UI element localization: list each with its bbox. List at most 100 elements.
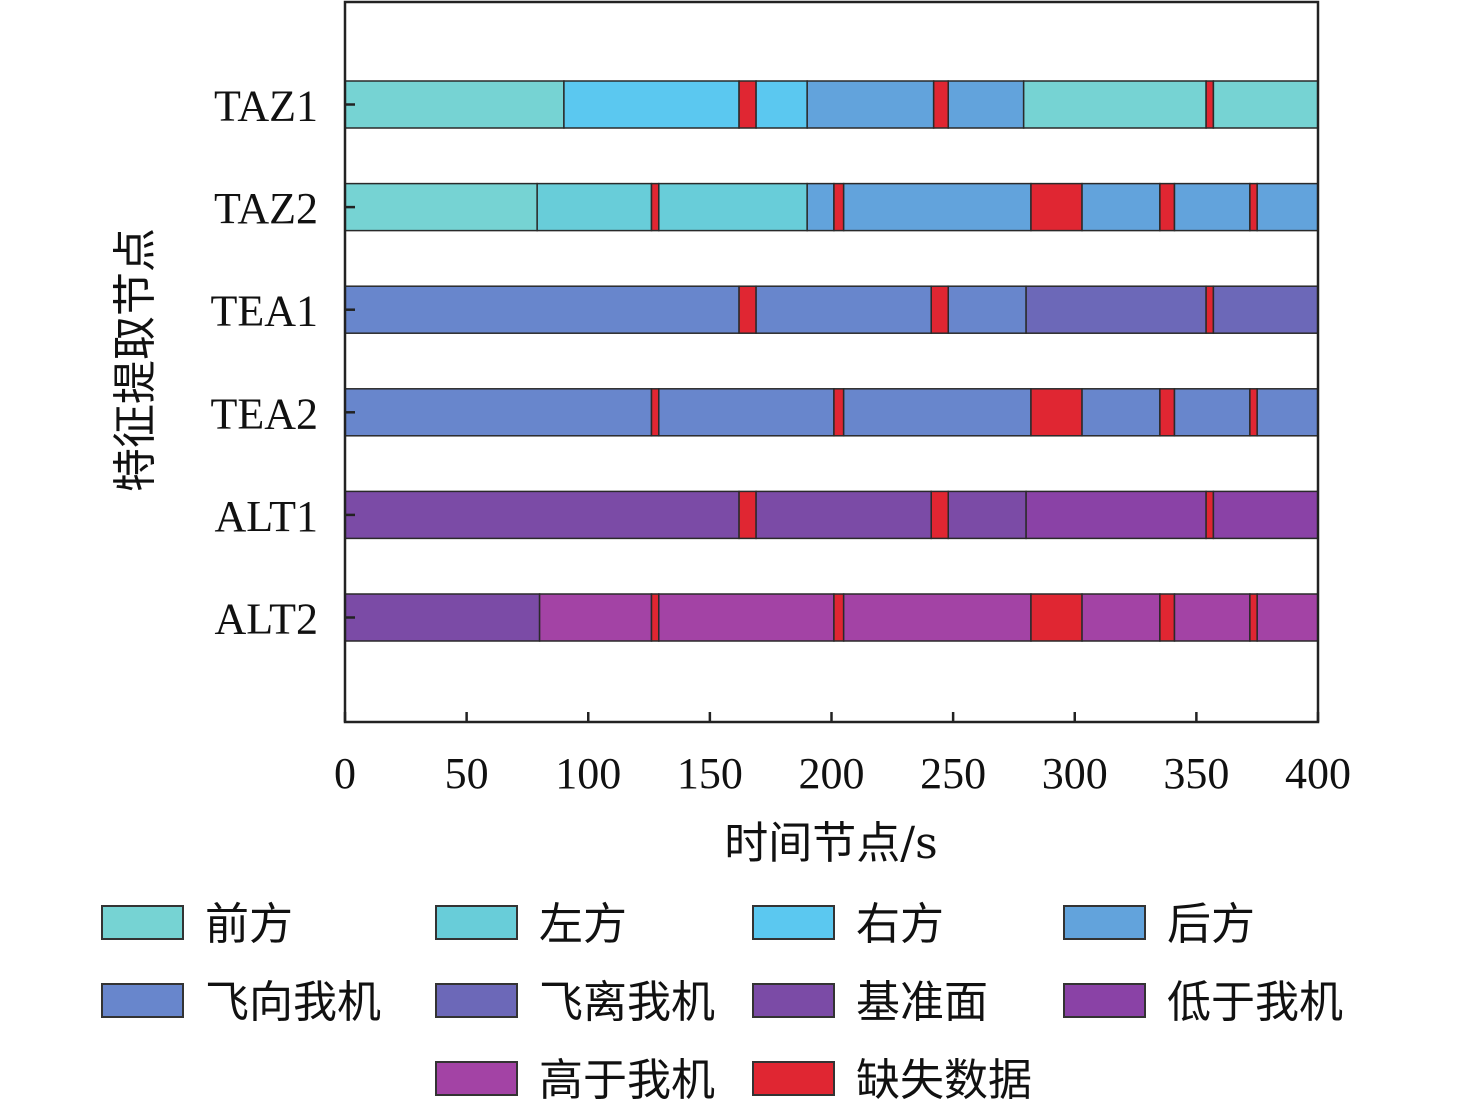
legend-item-rear: 后方: [1063, 899, 1255, 950]
x-tick-label: 350: [1163, 749, 1229, 798]
legend-swatch: [435, 1061, 518, 1096]
segment-toward: [1081, 388, 1161, 437]
segment-above: [1256, 593, 1319, 642]
segment-missing: [1249, 182, 1258, 232]
segment-below: [1025, 490, 1207, 540]
legend-swatch: [435, 905, 518, 940]
segment-toward: [1256, 388, 1319, 437]
segment-rear: [1256, 182, 1319, 232]
bar-row-alt1: [344, 490, 1319, 540]
legend-swatch: [752, 983, 835, 1018]
legend-item-missing: 缺失数据: [752, 1055, 1032, 1106]
x-tick-label: 100: [555, 749, 621, 798]
segment-rear: [842, 182, 1032, 232]
segment-rear: [806, 182, 835, 232]
segment-missing: [650, 593, 660, 642]
y-tick-label: ALT2: [215, 595, 319, 644]
legend-label: 飞向我机: [205, 977, 381, 1028]
legend-item-front: 前方: [101, 899, 293, 950]
legend-label: 左方: [539, 899, 627, 950]
bar-row-tea2: [344, 388, 1319, 437]
segment-missing: [833, 593, 845, 642]
segment-level: [344, 490, 740, 540]
segment-missing: [1030, 388, 1083, 437]
bar-row-taz1: [344, 80, 1319, 129]
bar-row-taz2: [344, 182, 1319, 232]
segment-missing: [738, 80, 757, 129]
segment-front: [344, 182, 538, 232]
y-tick-label: TEA2: [210, 389, 318, 438]
segment-left: [536, 182, 653, 232]
segment-missing: [1249, 593, 1258, 642]
segment-rear: [947, 80, 1025, 129]
x-tick-label: 0: [334, 749, 356, 798]
segment-above: [658, 593, 835, 642]
segment-missing: [1205, 490, 1215, 540]
segment-away: [1212, 285, 1319, 334]
x-tick-label: 300: [1042, 749, 1108, 798]
segment-missing: [650, 388, 660, 437]
x-tick-label: 250: [920, 749, 986, 798]
legend-item-away: 飞离我机: [435, 977, 715, 1028]
segment-missing: [1159, 388, 1176, 437]
segment-missing: [738, 285, 757, 334]
segment-above: [842, 593, 1032, 642]
segment-missing: [650, 182, 660, 232]
x-tick-label: 200: [799, 749, 865, 798]
segment-level: [947, 490, 1027, 540]
x-tick-label: 50: [445, 749, 489, 798]
segment-missing: [932, 80, 950, 129]
legend-item-left: 左方: [435, 899, 627, 950]
segment-toward: [344, 388, 653, 437]
segment-toward: [755, 285, 932, 334]
segment-above: [1173, 593, 1251, 642]
segment-rear: [1081, 182, 1161, 232]
segment-toward: [344, 285, 740, 334]
y-tick-label: TAZ1: [214, 82, 318, 131]
legend-swatch: [1063, 905, 1146, 940]
segment-right: [755, 80, 808, 129]
legend-label: 基准面: [856, 977, 988, 1028]
legend-label: 飞离我机: [539, 977, 715, 1028]
legend-item-right: 右方: [752, 899, 944, 950]
x-axis: 0 50 100 150 200 250 300 350 400: [334, 712, 1351, 798]
segment-level: [755, 490, 932, 540]
legend-item-above: 高于我机: [435, 1055, 715, 1106]
segment-front: [1212, 80, 1319, 129]
segment-missing: [1030, 182, 1083, 232]
segment-right: [563, 80, 740, 129]
segment-missing: [1205, 80, 1215, 129]
bar-row-tea1: [344, 285, 1319, 334]
segment-missing: [738, 490, 757, 540]
bars-layer: [344, 80, 1319, 642]
legend-label: 后方: [1167, 899, 1255, 950]
legend-swatch: [752, 1061, 835, 1096]
y-axis: TAZ1 TAZ2 TEA1 TEA2 ALT1 ALT2: [210, 82, 355, 644]
y-tick-label: ALT1: [215, 492, 319, 541]
segment-rear: [806, 80, 935, 129]
segment-toward: [658, 388, 835, 437]
legend-swatch: [1063, 983, 1146, 1018]
legend-swatch: [101, 983, 184, 1018]
segment-missing: [1159, 182, 1176, 232]
x-tick-label: 150: [677, 749, 743, 798]
segment-away: [1025, 285, 1207, 334]
legend-item-toward: 飞向我机: [101, 977, 381, 1028]
legend-label: 前方: [205, 899, 293, 950]
segment-level: [344, 593, 541, 642]
segment-missing: [930, 285, 950, 334]
segment-toward: [842, 388, 1032, 437]
x-axis-label: 时间节点/s: [724, 818, 937, 869]
legend-label: 低于我机: [1167, 977, 1343, 1028]
segment-left: [658, 182, 808, 232]
y-axis-label: 特征提取节点: [110, 228, 161, 492]
legend-item-level: 基准面: [752, 977, 988, 1028]
y-tick-label: TEA1: [210, 287, 318, 336]
segment-above: [1081, 593, 1161, 642]
legend-label: 缺失数据: [856, 1055, 1032, 1106]
legend-swatch: [435, 983, 518, 1018]
segment-rear: [1173, 182, 1251, 232]
segment-below: [1212, 490, 1319, 540]
